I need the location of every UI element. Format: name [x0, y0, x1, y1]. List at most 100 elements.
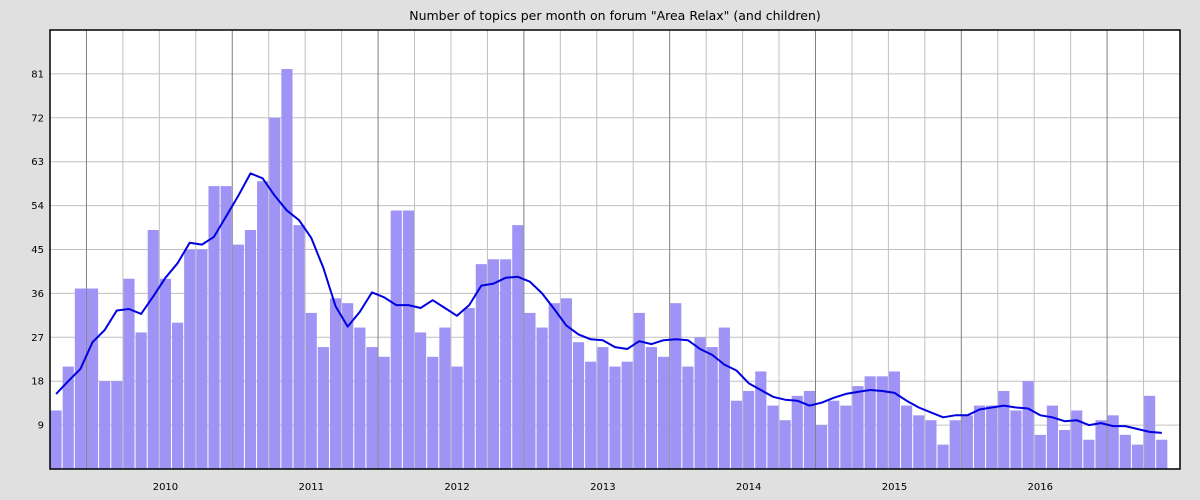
bar — [621, 361, 633, 469]
bar — [184, 249, 196, 469]
x-tick-label: 2014 — [736, 482, 761, 493]
bar — [172, 322, 184, 469]
bar — [366, 347, 378, 469]
bar — [427, 356, 439, 469]
y-tick-label: 54 — [31, 201, 44, 212]
bar — [1119, 434, 1131, 469]
bar — [658, 356, 670, 469]
bar — [949, 420, 961, 469]
bar — [317, 347, 329, 469]
bar — [779, 420, 791, 469]
y-tick-label: 81 — [31, 69, 44, 80]
y-tick-label: 18 — [31, 377, 44, 388]
bar — [354, 327, 366, 469]
bar — [1022, 381, 1034, 469]
bar — [86, 288, 99, 469]
bar — [682, 366, 694, 469]
bar — [293, 225, 305, 469]
bar — [402, 210, 415, 469]
bar — [305, 312, 317, 469]
x-tick-label: 2013 — [590, 482, 615, 493]
bar — [597, 347, 609, 469]
bar — [536, 327, 548, 469]
bar — [244, 229, 257, 469]
bar — [1071, 410, 1083, 469]
bar — [390, 210, 402, 469]
bar — [840, 405, 852, 469]
bar — [512, 225, 524, 469]
bar — [973, 405, 986, 469]
y-tick-label: 45 — [31, 245, 44, 256]
bar — [815, 425, 828, 469]
bar — [1058, 429, 1071, 469]
bar — [998, 390, 1010, 469]
bar — [1046, 405, 1058, 469]
bar — [1095, 420, 1107, 469]
chart-title: Number of topics per month on forum "Are… — [409, 8, 821, 23]
bar — [1107, 415, 1119, 469]
y-tick-label: 63 — [31, 157, 44, 168]
bar — [961, 415, 973, 469]
bar — [135, 332, 147, 469]
y-tick-label: 36 — [31, 289, 44, 300]
bar — [329, 298, 342, 469]
bar — [828, 400, 840, 469]
bar — [378, 356, 390, 469]
bar — [925, 420, 937, 469]
bar — [609, 366, 621, 469]
bar — [864, 376, 876, 469]
bar — [475, 264, 487, 469]
bar — [986, 405, 998, 469]
bar — [560, 298, 572, 469]
bar — [62, 366, 74, 469]
bar — [269, 117, 281, 470]
bar — [281, 69, 293, 470]
x-tick-label: 2015 — [882, 482, 907, 493]
bar — [694, 337, 706, 469]
bar — [159, 278, 172, 469]
bar — [937, 444, 949, 469]
y-tick-label: 9 — [38, 421, 44, 432]
bar — [147, 229, 159, 469]
bar — [1083, 439, 1095, 469]
bar — [208, 186, 220, 470]
bar — [718, 327, 730, 469]
trend-line — [55, 172, 1162, 434]
bar — [1034, 434, 1046, 469]
bar — [767, 405, 779, 469]
bar — [743, 390, 755, 469]
bar — [50, 410, 62, 469]
plot-frame — [49, 29, 1181, 470]
x-tick-label: 2012 — [444, 482, 469, 493]
bar — [670, 303, 682, 469]
bar — [901, 405, 913, 469]
bar — [548, 303, 560, 469]
bar — [123, 278, 135, 469]
bar — [463, 308, 475, 469]
bar — [585, 361, 597, 469]
bar — [415, 332, 427, 469]
bar — [888, 371, 901, 469]
bar — [876, 376, 888, 469]
bar — [439, 327, 451, 469]
bar — [1131, 444, 1144, 469]
bar — [500, 259, 512, 469]
bar — [524, 312, 536, 469]
bar — [755, 371, 767, 469]
bar — [791, 395, 803, 469]
bar — [451, 366, 463, 469]
bar — [196, 249, 208, 469]
bar — [99, 381, 111, 469]
bar — [232, 244, 244, 469]
bar — [572, 342, 585, 469]
x-tick-label: 2010 — [153, 482, 178, 493]
bar — [74, 288, 86, 469]
y-tick-label: 27 — [31, 333, 44, 344]
bar — [1010, 410, 1022, 469]
x-tick-label: 2016 — [1028, 482, 1053, 493]
bar — [706, 347, 718, 469]
bar — [111, 381, 123, 469]
bar — [342, 303, 354, 469]
